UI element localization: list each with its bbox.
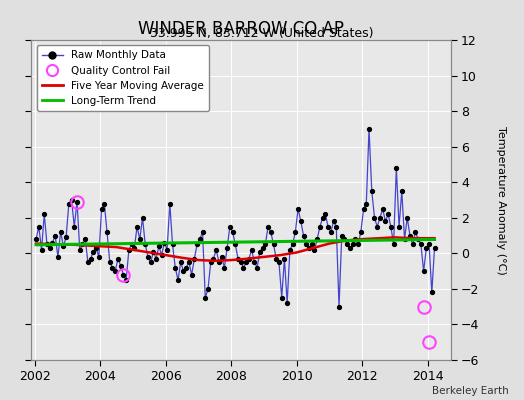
Text: Berkeley Earth: Berkeley Earth bbox=[432, 386, 508, 396]
Legend: Raw Monthly Data, Quality Control Fail, Five Year Moving Average, Long-Term Tren: Raw Monthly Data, Quality Control Fail, … bbox=[37, 45, 209, 111]
Text: 33.995 N, 83.712 W (United States): 33.995 N, 83.712 W (United States) bbox=[150, 28, 374, 40]
Title: WINDER BARROW CO AP: WINDER BARROW CO AP bbox=[138, 20, 344, 38]
Y-axis label: Temperature Anomaly (°C): Temperature Anomaly (°C) bbox=[496, 126, 506, 274]
